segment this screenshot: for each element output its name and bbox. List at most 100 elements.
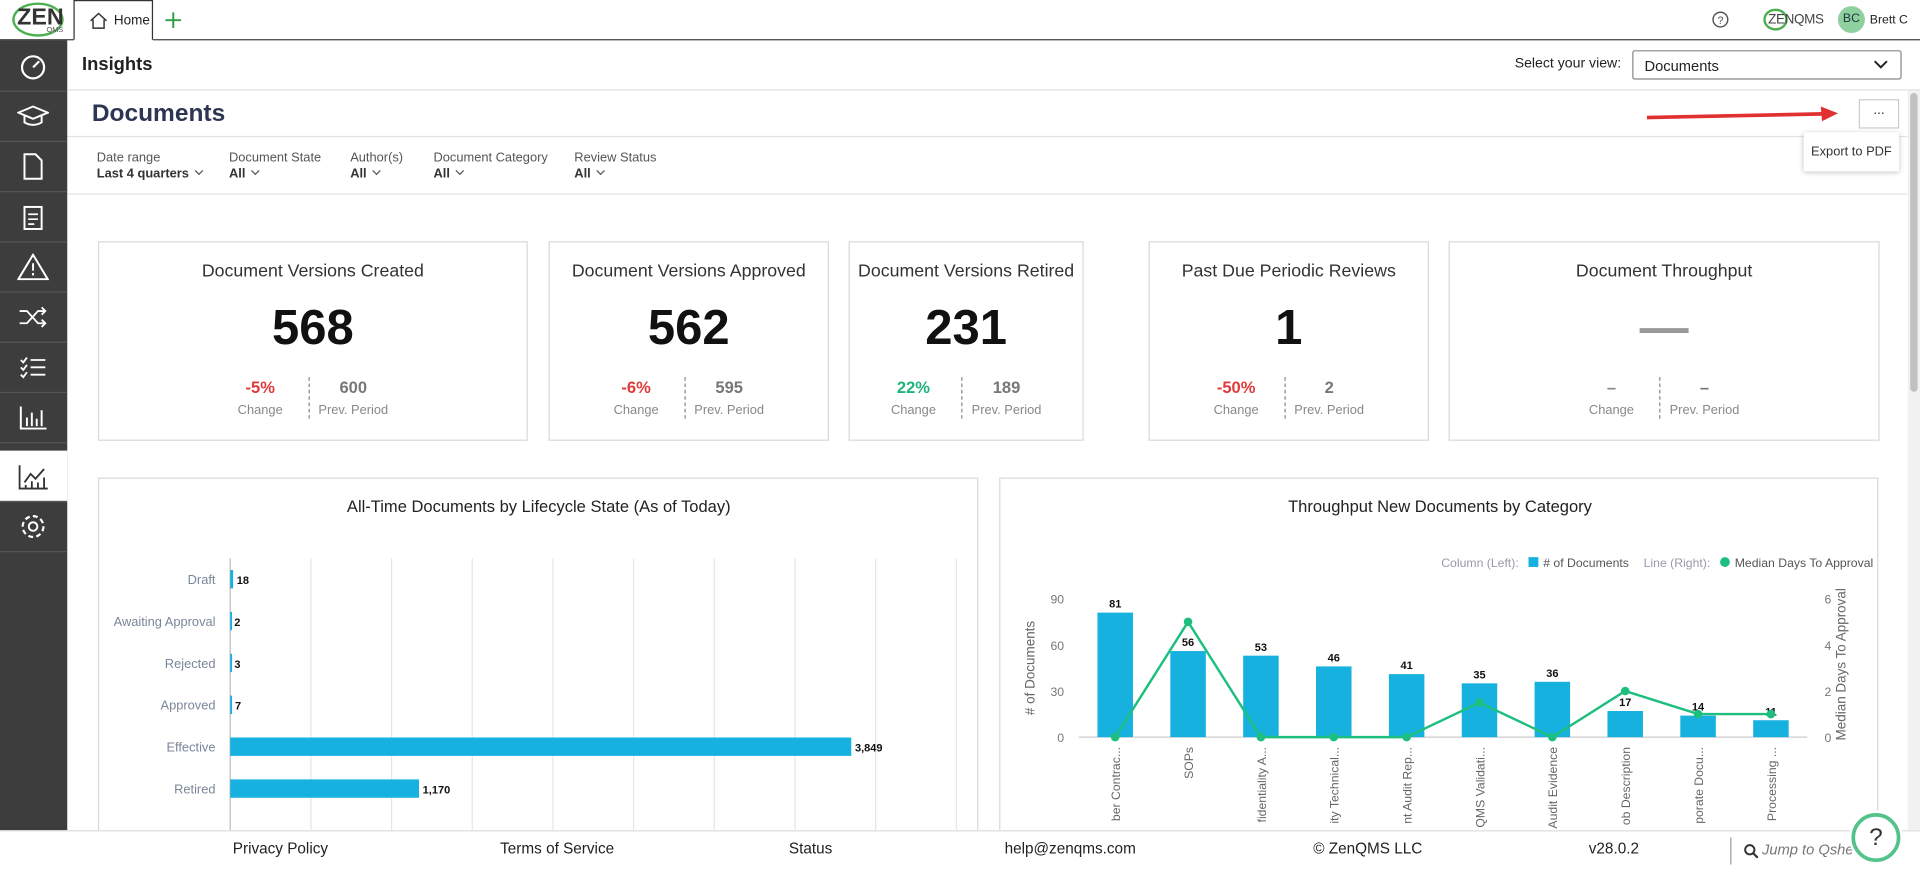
kpi-card: Document Versions Approved 562 -6% Change 59… [548, 241, 829, 441]
nav-dashboard[interactable] [0, 40, 68, 92]
more-button[interactable]: ... [1858, 99, 1900, 129]
scrollbar [1907, 90, 1920, 831]
value-label: 17 [1619, 697, 1631, 709]
filter-value[interactable]: All [574, 167, 604, 182]
avatar[interactable]: BC [1837, 6, 1865, 34]
value-label: 14 [1692, 702, 1705, 714]
bar [230, 611, 233, 631]
home-icon [90, 12, 108, 29]
kpi-card: Document Throughput — – Change – Prev. Period [1448, 241, 1880, 441]
nav-reports[interactable] [0, 392, 68, 444]
kpi-change: 22% [896, 378, 931, 397]
bar [1461, 683, 1498, 738]
kpi-value: 1 [1275, 301, 1303, 356]
chart-title: Throughput New Documents by Category [1288, 497, 1593, 516]
view-select[interactable]: Documents [1632, 50, 1902, 80]
logo-sub: QMS [46, 26, 64, 35]
y2-tick-label: 2 [1824, 685, 1831, 699]
kpi-title: Document Versions Created [201, 262, 424, 282]
filter-value[interactable]: Last 4 quarters [97, 167, 203, 182]
section-header [67, 91, 1908, 138]
chart: Throughput New Documents by Category 0 30 6… [1023, 497, 1874, 829]
help-icon[interactable]: ? [1712, 11, 1729, 28]
kpi-divider [961, 377, 963, 419]
logo[interactable]: ZEN [17, 4, 64, 31]
kpi-change-label: Change [237, 402, 283, 418]
help-bubble[interactable]: ? [1851, 813, 1901, 863]
y2-tick-label: 6 [1824, 593, 1831, 607]
kpi-change: -5% [245, 378, 275, 397]
scroll-thumb[interactable] [1910, 93, 1918, 392]
category-label: SOPs [1182, 747, 1196, 779]
nav-events[interactable] [0, 241, 68, 293]
filter-value[interactable]: All [350, 167, 380, 182]
footer-link: © ZenQMS LLC [1313, 840, 1423, 858]
value-label: 56 [1182, 637, 1194, 649]
header: Insights Select your view: Documents [67, 40, 1920, 91]
bar [1388, 674, 1425, 738]
value-label: 35 [1473, 669, 1485, 681]
bar [1534, 681, 1571, 738]
kpi-change: -50% [1216, 378, 1256, 397]
bar [230, 570, 234, 589]
line-point [1766, 709, 1776, 719]
y2-axis-title: Median Days To Approval [1833, 588, 1848, 740]
category-label: nt Audit Rep... [1401, 747, 1415, 824]
line-point [1548, 732, 1557, 742]
footer-link[interactable]: Terms of Service [500, 840, 615, 858]
nav-checklists[interactable] [0, 342, 68, 394]
nav-tasks[interactable] [0, 191, 68, 243]
brand: ZENQMS [1768, 12, 1824, 27]
icon [20, 357, 46, 379]
category-label: Draft [188, 572, 216, 587]
bar [1316, 666, 1352, 738]
category-label: Approved [161, 698, 216, 713]
filter-label: Document State [228, 150, 322, 166]
nav-training[interactable] [0, 91, 68, 143]
value-label: 2 [234, 617, 240, 629]
footer: Jump to Qsheet ? Privacy Policy Terms of … [0, 813, 1920, 869]
icon [17, 105, 49, 126]
kpi-change: – [1606, 378, 1617, 397]
legend-group: Line (Right): [1644, 556, 1711, 570]
nav-insights[interactable] [0, 450, 68, 503]
line-point [1475, 698, 1484, 707]
legend-entry: # of Documents [1543, 556, 1629, 570]
bar [1170, 651, 1206, 738]
kpi-prev: 189 [992, 378, 1021, 397]
section-title: Documents [91, 100, 226, 128]
icon [18, 465, 48, 490]
nav-documents[interactable] [0, 141, 68, 193]
icon [23, 153, 43, 180]
search-input[interactable]: Jump to Qsheet [1762, 841, 1858, 859]
search-divider [1730, 837, 1732, 865]
filter-value[interactable]: All [229, 167, 259, 182]
kpi-prev-label: Prev. Period [694, 402, 765, 418]
kpi-prev: 595 [715, 378, 743, 397]
bar [230, 737, 852, 756]
value-label: 81 [1109, 599, 1121, 611]
filters-divider [67, 193, 1908, 195]
bar [1607, 711, 1643, 738]
kpi-change-label: Change [1213, 402, 1259, 418]
nav-settings[interactable] [0, 501, 68, 553]
user-name[interactable]: Brett C [1869, 13, 1908, 27]
kpi-divider [1283, 377, 1286, 419]
line-point [1620, 686, 1630, 696]
tooltip[interactable]: Export to PDF [1803, 132, 1900, 172]
footer-link[interactable]: help@zenqms.com [1004, 840, 1136, 858]
category-label: ob Description [1619, 747, 1633, 825]
filter-value[interactable]: All [433, 167, 463, 182]
category-label: Audit Evidence [1546, 747, 1560, 829]
filter-label: Author(s) [350, 150, 404, 166]
footer-link[interactable]: Privacy Policy [232, 840, 329, 858]
line-point [1256, 732, 1266, 742]
add-tab[interactable] [165, 12, 182, 29]
footer-link[interactable]: Status [788, 840, 833, 858]
nav-change[interactable] [0, 291, 68, 343]
kpi-value: 231 [925, 301, 1007, 356]
home-tab[interactable]: Home [73, 0, 154, 41]
view-label: Select your view: [1514, 56, 1622, 72]
red-arrow [1646, 106, 1838, 122]
